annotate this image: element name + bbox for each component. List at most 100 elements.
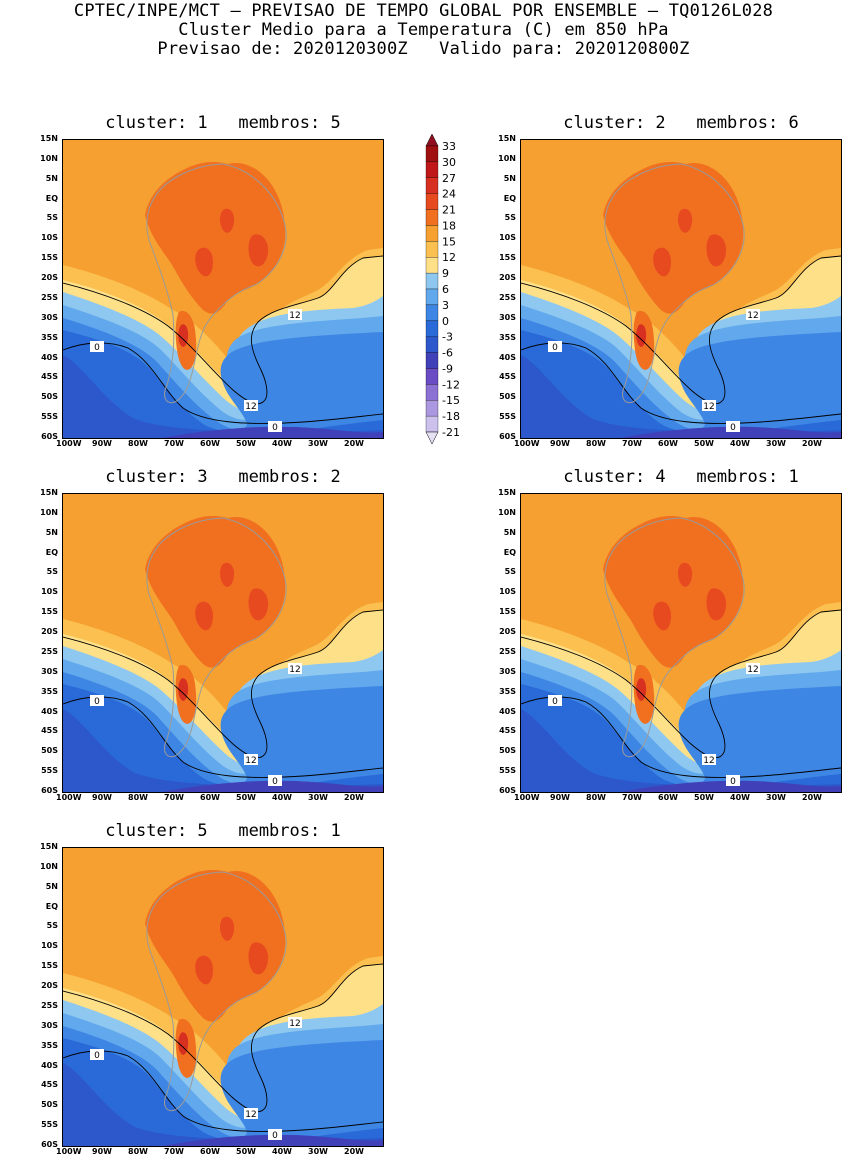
header-title-line3: Previsao de: 2020120300Z Valido para: 20… (157, 39, 690, 59)
longitude-label: 100W (56, 1147, 82, 1156)
longitude-label: 40W (272, 1147, 292, 1156)
longitude-label: 50W (694, 793, 714, 802)
legend-swatch (425, 352, 439, 369)
legend-level-label: -15 (442, 394, 460, 407)
legend-swatch (425, 225, 439, 242)
contour-12 (521, 609, 841, 759)
latitude-label: EQ (503, 193, 516, 203)
latitude-label: 5N (45, 173, 58, 183)
hot-spot-3 (220, 916, 235, 941)
latitude-label: 55S (499, 766, 516, 776)
latitude-label: 5S (46, 213, 58, 223)
contour-0 (521, 696, 841, 778)
longitude-label: 100W (56, 439, 82, 448)
latitude-label: 15N (40, 134, 58, 143)
band-navy-blue (521, 709, 841, 792)
contour-label-bg (244, 1108, 258, 1119)
latitude-label: 5N (503, 527, 516, 537)
longitude-label: 60W (200, 793, 220, 802)
contour-0 (521, 342, 841, 424)
legend-swatch (425, 368, 439, 385)
longitude-label: 100W (514, 793, 540, 802)
latitude-label: 45S (41, 1080, 58, 1090)
band-dark-blue (63, 330, 383, 438)
contour-12 (63, 963, 383, 1113)
hot-spot-3 (220, 208, 235, 233)
legend-level-label: 33 (442, 140, 456, 153)
latitude-label: 45S (41, 726, 58, 736)
longitude-label: 40W (272, 793, 292, 802)
band-dark-blue (521, 684, 841, 792)
latitude-label: 30S (41, 666, 58, 676)
latitude-label: 50S (41, 392, 58, 402)
latitude-label: 50S (41, 746, 58, 756)
latitude-label: 5S (46, 567, 58, 577)
longitude-label: 70W (164, 793, 184, 802)
latitude-label: 15S (499, 253, 516, 263)
longitude-label: 70W (622, 793, 642, 802)
latitude-label: 60S (499, 786, 516, 795)
hot-spot-1 (653, 247, 671, 277)
longitude-label: 30W (308, 793, 328, 802)
legend-level-label: 9 (442, 267, 449, 280)
longitude-label: 70W (164, 439, 184, 448)
contour-label-bg (268, 775, 282, 786)
hot-spot-1 (195, 955, 213, 985)
contour-0 (63, 1050, 383, 1132)
latitude-label: 45S (499, 372, 516, 382)
legend-swatch (425, 304, 439, 321)
latitude-label: 10N (40, 153, 58, 163)
latitude-label: 15N (40, 488, 58, 497)
hot-spot-4 (178, 324, 189, 347)
contour-label-bg (244, 400, 258, 411)
hot-spot-1 (195, 247, 213, 277)
legend-swatch (425, 288, 439, 306)
longitude-label: 20W (344, 439, 364, 448)
longitude-label: 50W (236, 1147, 256, 1156)
legend-level-label: 6 (442, 283, 449, 296)
legend-level-label: 0 (442, 315, 449, 328)
contour-label: 12 (703, 402, 714, 412)
hot-spot-4 (636, 324, 647, 347)
latitude-label: 30S (41, 1020, 58, 1030)
latitude-label: 35S (499, 686, 516, 696)
contour-label: 12 (245, 756, 256, 766)
hot-spot-3 (678, 208, 693, 233)
longitude-label: 90W (92, 439, 112, 448)
hot-spot-3 (220, 562, 235, 587)
legend-level-label: 21 (442, 204, 456, 217)
legend-level-label: -9 (442, 362, 453, 375)
latitude-label: 60S (41, 1140, 58, 1149)
legend-swatch (425, 384, 439, 401)
latitude-label: 25S (41, 646, 58, 656)
contour-label-bg (90, 1049, 104, 1060)
temperature-field: 12 12 0 0 (521, 494, 841, 792)
contour-label: 0 (94, 343, 100, 353)
contour-0 (63, 696, 383, 778)
latitude-label: 35S (41, 332, 58, 342)
band-dark-blue (63, 684, 383, 792)
panel-title: cluster: 2 membros: 6 (563, 113, 799, 133)
latitude-label: 35S (499, 332, 516, 342)
legend-level-label: -18 (442, 410, 460, 423)
longitude-label: 30W (308, 1147, 328, 1156)
longitude-label: 40W (730, 793, 750, 802)
latitude-label: EQ (45, 193, 58, 203)
legend-level-label: 30 (442, 156, 456, 169)
contour-label-bg (288, 309, 302, 320)
band-navy-blue (63, 1063, 383, 1146)
longitude-label: 40W (272, 439, 292, 448)
temperature-field: 12 12 0 0 (63, 140, 383, 438)
latitude-label: 30S (499, 666, 516, 676)
hot-spot-2 (248, 588, 269, 621)
longitude-label: 30W (766, 439, 786, 448)
legend-swatch (425, 320, 439, 337)
latitude-label: 15N (498, 488, 516, 497)
panel-title: cluster: 5 membros: 1 (105, 821, 341, 841)
latitude-label: 5N (503, 173, 516, 183)
temperature-field: 12 12 0 0 (63, 494, 383, 792)
longitude-label: 40W (730, 439, 750, 448)
longitude-label: 30W (766, 793, 786, 802)
band-navy-blue (63, 709, 383, 792)
